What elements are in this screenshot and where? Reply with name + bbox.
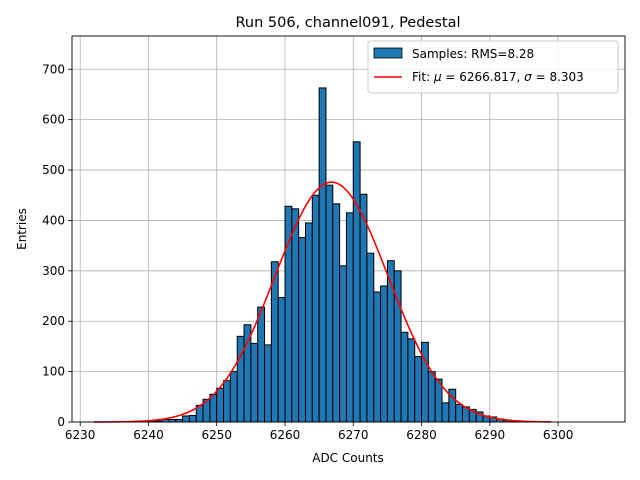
x-tick-label: 6260 [270,428,301,442]
histogram-bar [277,297,286,423]
x-tick-label: 6270 [338,428,369,442]
histogram-bar [304,222,313,423]
histogram-bar [400,331,409,423]
histogram-bar [223,380,231,423]
histogram-bar [427,371,436,423]
histogram-bar [291,208,300,423]
y-axis: 0 100 200 300 400 500 600 700 [42,62,72,429]
y-tick-label: 400 [42,213,65,227]
legend-label-fit: Fit: μ = 6266.817, σ = 8.303 [412,70,584,84]
histogram-bar [407,338,416,423]
y-tick-label: 500 [42,163,65,177]
histogram-bar [366,252,375,423]
x-tick-label: 6240 [133,428,164,442]
y-tick-label: 700 [42,62,65,76]
histogram-bar [270,261,279,423]
histogram-bar [455,403,464,423]
histogram-bar [182,415,190,423]
histogram-bar [264,344,272,423]
histogram-bar [236,335,245,423]
histogram-bar [373,291,382,423]
fit-curve [93,181,552,423]
histogram-bar [325,184,334,423]
x-axis-label: ADC Counts [312,451,384,465]
chart-title: Run 506, channel091, Pedestal [235,15,460,31]
x-tick-label: 6300 [543,428,574,442]
histogram-bar [311,194,320,423]
histogram-bar [359,193,368,423]
legend-swatch-samples [373,47,403,59]
legend-label-samples: Samples: RMS=8.28 [412,47,534,61]
legend: Samples: RMS=8.28 Fit: μ = 6266.817, σ =… [367,40,619,94]
histogram-bar [257,306,266,423]
y-tick-label: 0 [57,415,65,429]
histogram-bar [216,387,225,423]
histogram-bar [441,402,450,423]
legend-box [367,40,619,94]
histogram-bar [250,342,259,423]
histogram-bar [243,324,252,423]
histogram-bar [380,285,388,423]
histogram-bar [332,203,341,423]
histogram-bar [339,265,347,423]
histogram-bar [414,355,423,423]
histogram-bar [352,141,361,423]
y-tick-label: 300 [42,264,65,278]
histogram-bar [209,393,218,423]
y-tick-label: 100 [42,365,65,379]
x-tick-label: 6250 [201,428,232,442]
histogram-bar [298,237,306,423]
y-tick-label: 600 [42,113,65,127]
histogram-bar [188,414,197,423]
plot-frame [71,35,626,423]
histogram-bar [345,212,354,423]
y-tick-label: 200 [42,314,65,328]
x-tick-label: 6230 [65,428,96,442]
histogram-bar [318,87,327,423]
x-axis: 6230 6240 6250 6260 6270 6280 6290 6300 [65,422,573,442]
x-tick-label: 6290 [475,428,506,442]
y-axis-label: Entries [15,208,29,250]
histogram-bar [229,371,238,423]
x-tick-label: 6280 [406,428,437,442]
bars [147,87,518,423]
